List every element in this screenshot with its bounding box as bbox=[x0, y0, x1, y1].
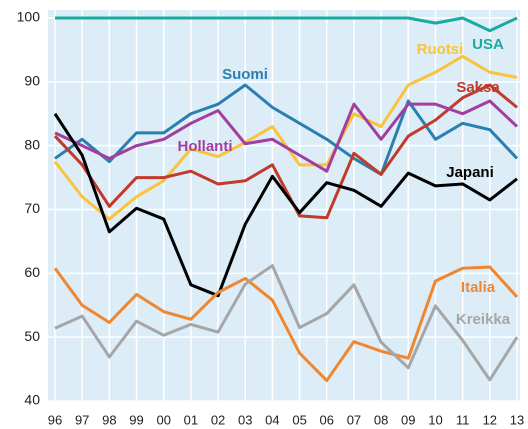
series-label: Suomi bbox=[222, 66, 268, 83]
x-tick-label: 96 bbox=[48, 412, 62, 427]
x-tick-label: 11 bbox=[456, 412, 470, 427]
series-line bbox=[54, 83, 519, 176]
series-label: USA bbox=[472, 36, 504, 53]
y-tick-label: 80 bbox=[24, 136, 40, 152]
series-label: Hollanti bbox=[178, 138, 233, 155]
x-tick-label: 13 bbox=[510, 412, 524, 427]
x-tick-label: 10 bbox=[428, 412, 442, 427]
y-tick-label: 60 bbox=[24, 264, 40, 280]
series-label: Saksa bbox=[456, 79, 500, 96]
series-line bbox=[53, 265, 519, 383]
series-label: Japani bbox=[446, 164, 494, 181]
x-tick-label: 03 bbox=[238, 412, 252, 427]
y-tick-label: 70 bbox=[24, 200, 40, 216]
x-tick-label: 98 bbox=[102, 412, 116, 427]
y-tick-label: 40 bbox=[24, 392, 40, 408]
x-tick-label: 05 bbox=[292, 412, 306, 427]
series-label: Italia bbox=[461, 279, 496, 296]
x-tick-label: 97 bbox=[75, 412, 89, 427]
x-tick-label: 02 bbox=[211, 412, 225, 427]
x-tick-label: 99 bbox=[129, 412, 143, 427]
x-tick-label: 12 bbox=[483, 412, 497, 427]
y-tick-label: 50 bbox=[24, 328, 40, 344]
series-line bbox=[55, 16, 518, 33]
x-tick-label: 09 bbox=[401, 412, 415, 427]
series-line bbox=[53, 83, 518, 220]
series-line bbox=[54, 264, 519, 382]
x-tick-label: 06 bbox=[320, 412, 334, 427]
y-tick-label: 90 bbox=[24, 73, 40, 89]
series-line bbox=[53, 112, 518, 298]
series-label: Kreikka bbox=[456, 311, 511, 328]
x-tick-label: 07 bbox=[347, 412, 361, 427]
x-tick-label: 08 bbox=[374, 412, 388, 427]
x-tick-label: 00 bbox=[156, 412, 170, 427]
y-tick-label: 100 bbox=[17, 9, 41, 25]
x-tick-label: 01 bbox=[184, 412, 198, 427]
series-line bbox=[54, 99, 519, 173]
x-tick-label: 04 bbox=[265, 412, 279, 427]
series-label: Ruotsi bbox=[417, 41, 464, 58]
